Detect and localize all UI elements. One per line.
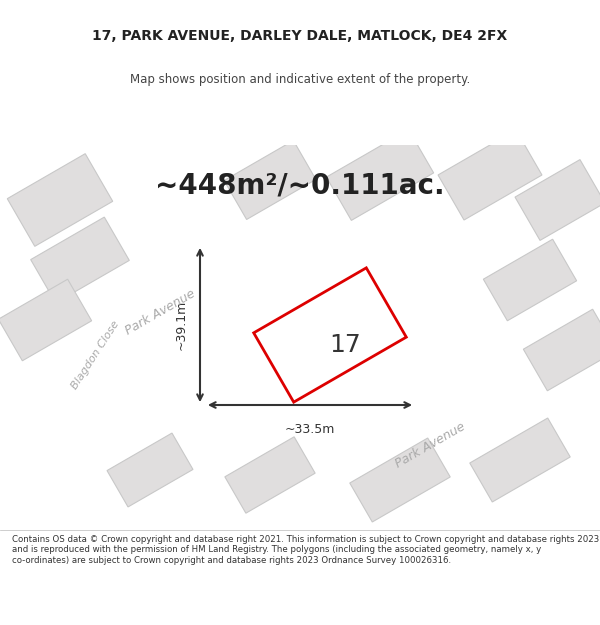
Text: Park Avenue: Park Avenue xyxy=(393,420,467,470)
Polygon shape xyxy=(326,129,434,221)
Polygon shape xyxy=(523,309,600,391)
Polygon shape xyxy=(7,154,113,246)
Text: ~448m²/~0.111ac.: ~448m²/~0.111ac. xyxy=(155,171,445,199)
Polygon shape xyxy=(350,438,450,522)
Text: 17: 17 xyxy=(329,333,361,357)
Polygon shape xyxy=(470,418,570,502)
Text: Park Avenue: Park Avenue xyxy=(123,287,197,338)
Polygon shape xyxy=(107,433,193,507)
Text: 17, PARK AVENUE, DARLEY DALE, MATLOCK, DE4 2FX: 17, PARK AVENUE, DARLEY DALE, MATLOCK, D… xyxy=(92,29,508,43)
Polygon shape xyxy=(0,279,92,361)
Polygon shape xyxy=(31,217,130,303)
Text: Blagdon Close: Blagdon Close xyxy=(69,319,121,391)
Polygon shape xyxy=(438,130,542,220)
Polygon shape xyxy=(484,239,577,321)
Text: Contains OS data © Crown copyright and database right 2021. This information is : Contains OS data © Crown copyright and d… xyxy=(12,535,599,564)
Text: ~39.1m: ~39.1m xyxy=(175,300,188,350)
Polygon shape xyxy=(0,248,600,402)
Text: ~33.5m: ~33.5m xyxy=(285,423,335,436)
Polygon shape xyxy=(92,309,600,571)
Polygon shape xyxy=(0,134,361,446)
Polygon shape xyxy=(515,159,600,241)
Polygon shape xyxy=(254,268,406,402)
Text: Map shows position and indicative extent of the property.: Map shows position and indicative extent… xyxy=(130,73,470,86)
Polygon shape xyxy=(225,437,315,513)
Polygon shape xyxy=(224,141,316,219)
